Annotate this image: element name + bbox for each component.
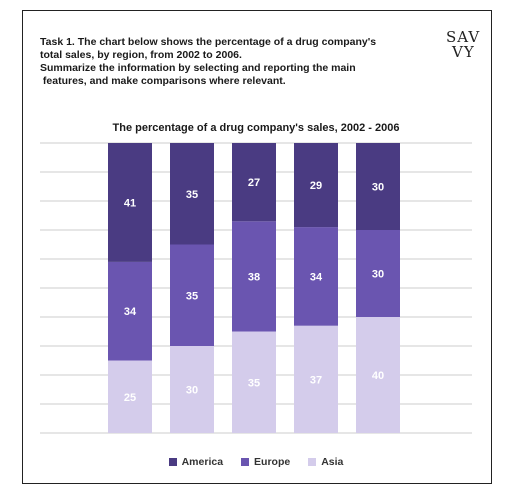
chart-title: The percentage of a drug company's sales…	[112, 122, 400, 134]
data-label-asia: 35	[248, 377, 260, 389]
data-label-asia: 30	[186, 385, 198, 397]
task-line-1: Task 1. The chart below shows the percen…	[40, 36, 377, 48]
task-line-2: total sales, by region, from 2002 to 200…	[40, 49, 242, 61]
data-label-europe: 30	[372, 269, 384, 281]
chart-legend: America Europe Asia	[0, 456, 512, 468]
bar-segment-asia	[294, 325, 338, 433]
bar-segment-europe	[170, 244, 214, 346]
data-label-europe: 34	[310, 271, 323, 283]
data-label-america: 30	[372, 182, 384, 194]
bar-segment-asia	[232, 331, 276, 433]
logo-line-2: VY	[452, 43, 475, 61]
data-label-america: 27	[248, 177, 260, 189]
data-label-america: 29	[310, 180, 322, 192]
bar-segment-europe	[356, 230, 400, 317]
bar-segment-asia	[170, 346, 214, 433]
legend-item-europe: Europe	[241, 456, 290, 468]
legend-swatch-america	[168, 458, 177, 466]
task-prompt: Task 1. The chart below shows the percen…	[40, 36, 420, 88]
data-label-europe: 38	[248, 271, 260, 283]
task-line-4: features, and make comparisons where rel…	[40, 75, 286, 87]
data-label-asia: 37	[310, 374, 322, 386]
data-label-asia: 40	[372, 370, 384, 382]
legend-label-asia: Asia	[321, 456, 344, 468]
data-label-europe: 35	[186, 290, 198, 302]
legend-label-america: America	[181, 456, 224, 468]
data-label-asia: 25	[124, 392, 136, 404]
legend-item-america: America	[168, 456, 224, 468]
legend-swatch-europe	[241, 458, 250, 466]
bar-segment-america	[232, 143, 276, 222]
bar-segment-america	[356, 143, 400, 230]
legend-swatch-asia	[308, 458, 317, 466]
data-label-america: 35	[186, 189, 198, 201]
savvy-logo: SAV VY	[446, 28, 486, 68]
bar-segment-america	[108, 143, 152, 262]
bar-segment-asia	[108, 360, 152, 433]
legend-item-asia: Asia	[308, 456, 343, 468]
bar-segment-america	[294, 143, 338, 228]
logo-line-1: SAV	[446, 28, 481, 46]
bar-segment-europe	[232, 221, 276, 332]
data-label-america: 41	[124, 197, 136, 209]
legend-label-europe: Europe	[254, 456, 291, 468]
bar-segment-europe	[294, 227, 338, 326]
bar-segment-europe	[108, 261, 152, 361]
task-line-3: Summarize the information by selecting a…	[40, 62, 356, 74]
data-label-europe: 34	[124, 306, 137, 318]
bar-segment-america	[170, 143, 214, 245]
bar-segment-asia	[356, 317, 400, 433]
